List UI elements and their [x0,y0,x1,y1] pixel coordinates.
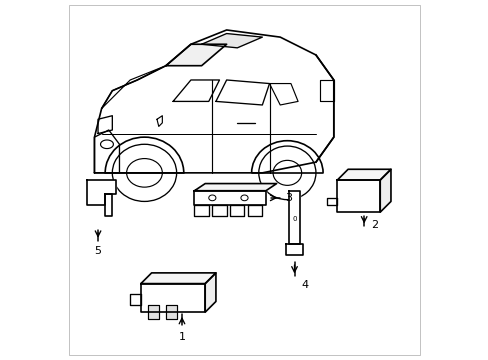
Polygon shape [148,305,159,319]
Text: 4: 4 [301,280,308,290]
Polygon shape [201,33,262,48]
Polygon shape [141,273,216,284]
Polygon shape [194,184,276,191]
Polygon shape [130,294,141,305]
Polygon shape [105,194,112,216]
Polygon shape [94,30,333,173]
Text: 0: 0 [292,216,296,222]
Text: 3: 3 [285,193,292,203]
Polygon shape [165,305,176,319]
Polygon shape [194,191,265,205]
Polygon shape [285,244,303,255]
Polygon shape [212,205,226,216]
Text: 1: 1 [178,332,185,342]
Polygon shape [141,284,205,312]
Polygon shape [87,180,116,205]
Polygon shape [205,273,216,312]
Polygon shape [94,130,119,173]
Polygon shape [230,205,244,216]
Text: 2: 2 [370,220,378,230]
Polygon shape [337,169,390,180]
Polygon shape [288,191,299,244]
Polygon shape [326,198,337,205]
Polygon shape [247,205,262,216]
Polygon shape [380,169,390,212]
Text: 5: 5 [94,246,102,256]
Polygon shape [337,180,380,212]
Polygon shape [165,44,226,66]
Polygon shape [194,205,208,216]
